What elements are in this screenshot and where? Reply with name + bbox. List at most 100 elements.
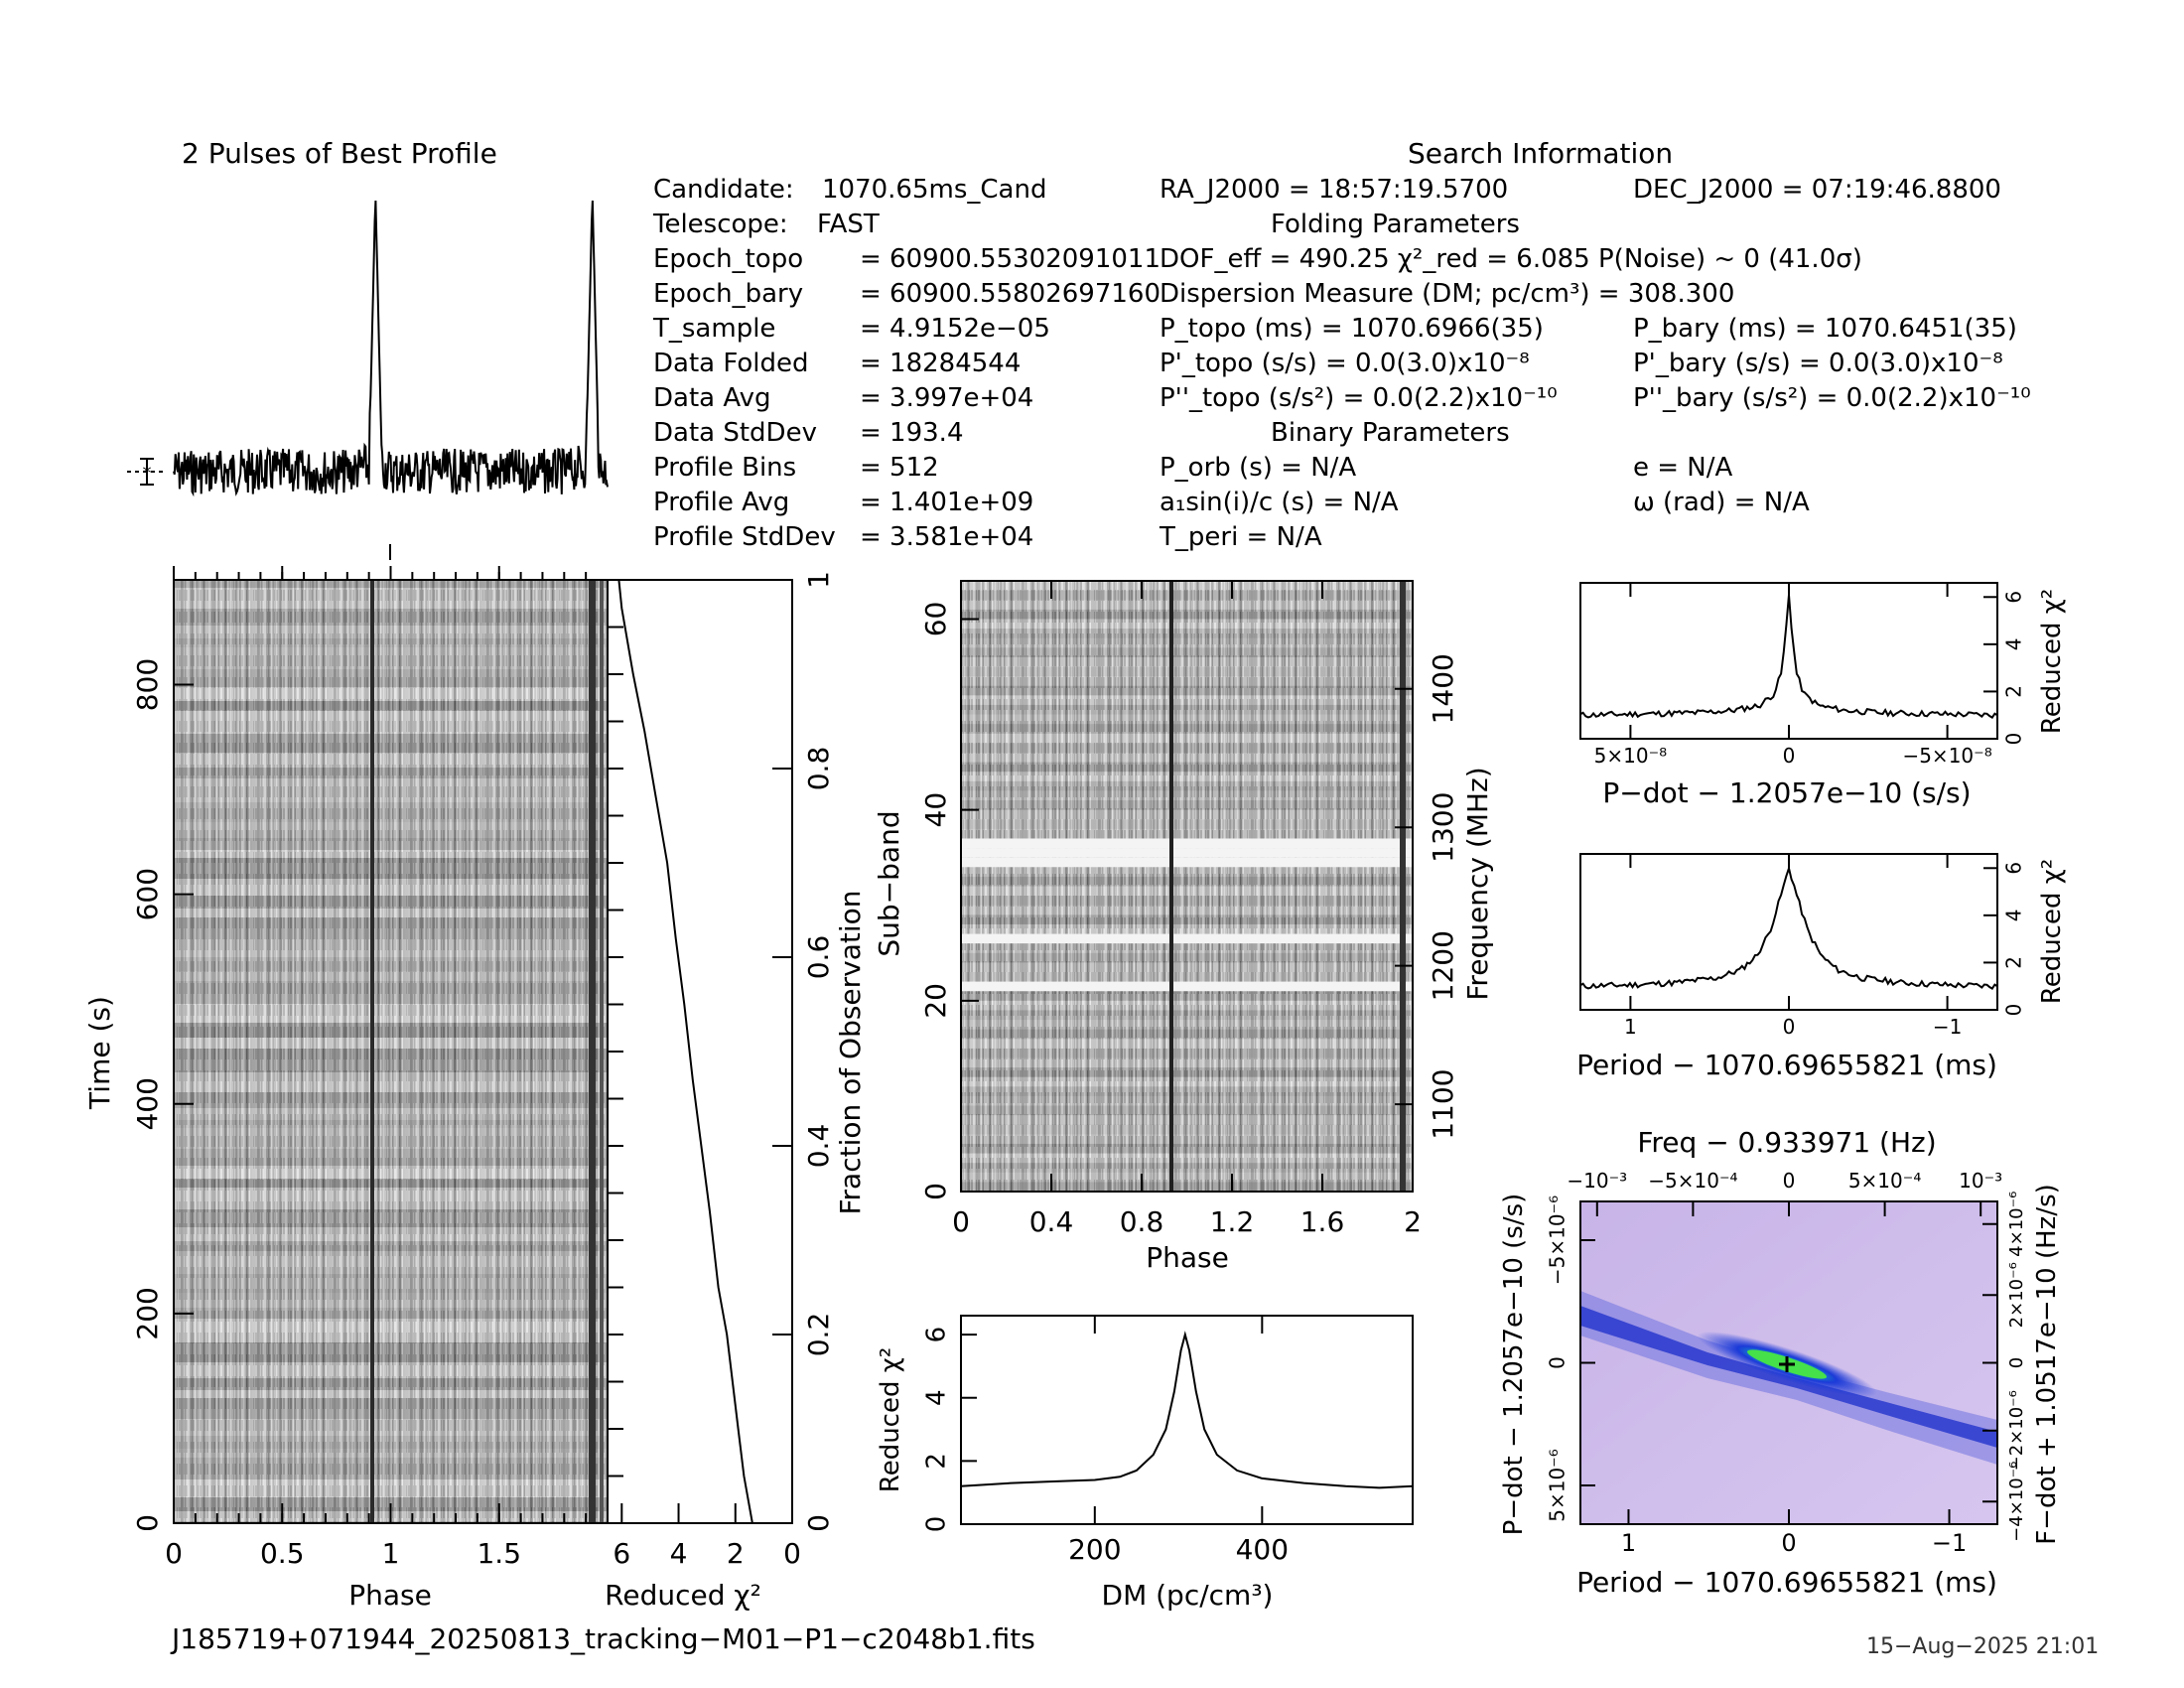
subband-row — [961, 1143, 1413, 1154]
ra-value: RA_J2000 = 18:57:19.5700 — [1160, 175, 1509, 205]
info-left-value: = 512 — [860, 453, 939, 483]
time-band — [174, 1166, 608, 1179]
time-band — [174, 1308, 608, 1319]
subband-row — [961, 943, 1413, 953]
dm-ytick: 0 — [922, 1516, 952, 1533]
subband-row — [961, 1153, 1413, 1164]
subband-xtick: 0.8 — [1120, 1205, 1164, 1238]
subband-ytick: 60 — [919, 602, 952, 637]
time-band — [174, 778, 608, 802]
time-band — [174, 957, 608, 971]
profile-errorbar: * — [127, 458, 167, 486]
dm-curve-plot: 200 400 0 2 4 6 DM (pc/cm³) Reduced χ² — [876, 1315, 1414, 1612]
fdot-ytick: 4×10⁻⁶ — [2006, 1192, 2027, 1257]
fdot-ytick: 2×10⁻⁶ — [2006, 1262, 2027, 1328]
subband-row — [961, 1000, 1413, 1011]
time-band — [174, 580, 608, 588]
subband-row — [961, 886, 1413, 897]
time-band — [174, 701, 608, 711]
period-chi-line — [1579, 864, 1998, 990]
time-band — [174, 939, 608, 957]
time-phase-ytick: 0 — [131, 1514, 164, 1532]
subband-row — [961, 676, 1413, 686]
time-band — [174, 838, 608, 850]
subband-row — [961, 867, 1413, 877]
info-left-key: Profile Bins — [653, 453, 797, 483]
time-band — [174, 909, 608, 917]
subband-row — [961, 923, 1413, 934]
a1sini-value: a₁sin(i)/c (s) = N/A — [1160, 488, 1399, 517]
subband-row — [961, 1039, 1413, 1049]
chi-fraction-ytick: 0.4 — [802, 1124, 835, 1169]
subband-row — [961, 581, 1413, 591]
dof-chi-value: DOF_eff = 490.25 χ²_red = 6.085 — [1160, 244, 1590, 274]
time-band — [174, 1023, 608, 1038]
pdot-xlabel: P−dot − 1.2057e−10 (s/s) — [1602, 776, 1971, 809]
dm-ytick: 2 — [922, 1453, 952, 1470]
time-band — [174, 1378, 608, 1390]
time-band — [174, 1449, 608, 1458]
time-phase-plot: 0 0.5 1 1.5 0 200 400 600 800 Phase Time (s) — [83, 566, 609, 1612]
time-band — [174, 971, 608, 981]
time-band — [174, 1362, 608, 1378]
masked-subband — [961, 933, 1413, 944]
profile-title: 2 Pulses of Best Profile — [182, 137, 497, 170]
period-xlabel: Period − 1070.69655821 (ms) — [1576, 1049, 1997, 1081]
curve-ytick: 0 — [2002, 733, 2026, 746]
time-band — [174, 858, 608, 879]
subband-xtick: 0.4 — [1029, 1205, 1074, 1238]
time-band — [174, 1188, 608, 1209]
time-band — [174, 753, 608, 768]
chi-fraction-xtick: 4 — [670, 1537, 688, 1570]
subband-row — [961, 685, 1413, 696]
time-band — [174, 609, 608, 626]
subband-row — [961, 666, 1413, 677]
curve-ytick: 4 — [2002, 637, 2026, 650]
time-band — [174, 1241, 608, 1251]
time-band — [174, 1458, 608, 1479]
dm-ytick: 6 — [922, 1327, 952, 1343]
masked-subband — [961, 981, 1413, 992]
time-phase-ylabel: Time (s) — [83, 996, 116, 1110]
time-band — [174, 822, 608, 838]
time-band — [174, 1108, 608, 1120]
time-band — [174, 1038, 608, 1049]
subband-row — [961, 743, 1413, 753]
info-left-value: = 4.9152e−05 — [860, 314, 1050, 344]
subband-row — [961, 896, 1413, 906]
time-band — [174, 1179, 608, 1188]
noise-value: P(Noise) ~ 0 (41.0σ) — [1598, 244, 1862, 274]
time-band — [174, 1419, 608, 1436]
freq-xtick: −10⁻³ — [1567, 1169, 1627, 1193]
subband-row — [961, 619, 1413, 630]
frequency-ytick: 1200 — [1427, 930, 1459, 1001]
chi-fraction-ytick: 1 — [802, 571, 835, 589]
chi-fraction-line — [617, 579, 753, 1524]
p-orb-value: P_orb (s) = N/A — [1160, 453, 1357, 483]
subband-ytick: 0 — [919, 1183, 952, 1200]
subband-row — [961, 800, 1413, 810]
subband-row — [961, 905, 1413, 915]
p-pdot-xtick: 0 — [1781, 1529, 1796, 1557]
subband-row — [961, 962, 1413, 972]
subband-row — [961, 600, 1413, 610]
pdot-bary-value: P'_bary (s/s) = 0.0(3.0)x10⁻⁸ — [1633, 349, 2003, 378]
p-pdot-title: Freq − 0.933971 (Hz) — [1637, 1126, 1936, 1159]
time-band — [174, 981, 608, 1004]
t-peri-value: T_peri = N/A — [1160, 522, 1322, 552]
subband-ytick: 20 — [919, 983, 952, 1019]
info-left-key: Epoch_topo — [653, 244, 804, 274]
dec-value: DEC_J2000 = 07:19:46.8800 — [1633, 175, 2001, 205]
p-pdot-ytick: 5×10⁻⁶ — [1546, 1449, 1570, 1522]
chi-fraction-plot: 6 4 2 0 0 0.2 0.4 0.6 0.8 1 Reduced χ² Fraction … — [605, 571, 867, 1612]
time-band — [174, 638, 608, 647]
subband-row — [961, 695, 1413, 705]
time-band — [174, 850, 608, 858]
time-band — [174, 1398, 608, 1419]
subband-row — [961, 1105, 1413, 1116]
fdot-ytick: 0 — [2006, 1357, 2027, 1368]
subband-row — [961, 1115, 1413, 1125]
subband-ylabel: Sub−band — [873, 810, 905, 956]
frequency-ytick: 1400 — [1427, 653, 1459, 724]
